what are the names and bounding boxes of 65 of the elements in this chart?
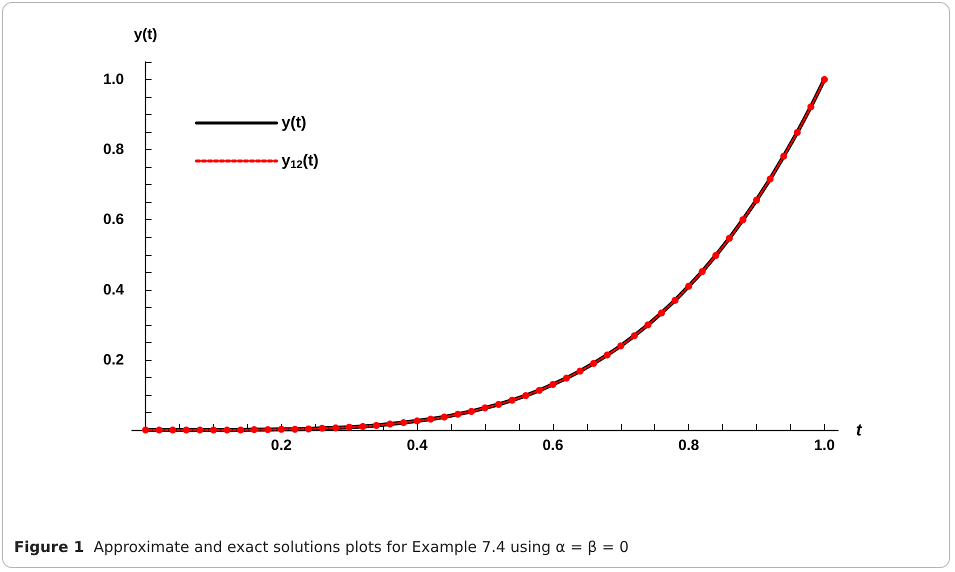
point xyxy=(576,368,584,375)
point xyxy=(658,309,665,316)
point xyxy=(522,392,530,400)
point xyxy=(549,380,556,388)
point xyxy=(414,417,421,424)
point xyxy=(372,422,380,429)
point xyxy=(482,404,488,412)
point xyxy=(182,426,190,434)
point xyxy=(468,408,475,415)
point xyxy=(142,426,150,434)
x-tick-label: 1.0 xyxy=(814,437,835,454)
point xyxy=(318,424,326,432)
point xyxy=(305,425,312,432)
point xyxy=(780,152,788,160)
point xyxy=(617,342,624,350)
x-tick-label: 0.2 xyxy=(270,437,292,454)
point xyxy=(685,282,692,290)
x-tick-label: 0.8 xyxy=(678,437,700,454)
point xyxy=(712,252,720,259)
point xyxy=(630,332,638,340)
y-tick-label: 0.6 xyxy=(103,211,124,228)
y-tick-label: 0.8 xyxy=(103,141,124,158)
point xyxy=(427,416,434,423)
point xyxy=(386,420,394,428)
point xyxy=(536,386,543,394)
point xyxy=(672,296,679,304)
point xyxy=(698,268,706,276)
point xyxy=(726,234,733,242)
point xyxy=(237,426,244,434)
point xyxy=(346,424,353,431)
point xyxy=(739,216,746,224)
point xyxy=(807,103,814,110)
point xyxy=(210,426,217,434)
caption: Figure 1 Approximate and exact solutions plots for Example 7.4 using α = β = 0 xyxy=(14,538,629,556)
point xyxy=(454,410,462,418)
point xyxy=(169,426,176,434)
point xyxy=(359,422,366,430)
x-tick-label: 0.4 xyxy=(406,437,428,454)
point xyxy=(291,426,298,433)
point xyxy=(156,426,163,434)
point xyxy=(753,196,760,204)
x-axis-title: t xyxy=(856,420,863,440)
point xyxy=(508,396,516,404)
point xyxy=(766,176,774,183)
point xyxy=(794,128,801,136)
point xyxy=(278,426,285,433)
point xyxy=(644,321,652,328)
point xyxy=(264,426,272,434)
point xyxy=(820,76,828,84)
point xyxy=(224,426,231,434)
point xyxy=(495,400,502,408)
legend-label: y(t) xyxy=(282,114,306,132)
y-axis-title: y(t) xyxy=(134,26,158,43)
x-tick-label: 0.6 xyxy=(542,437,564,454)
point xyxy=(400,419,408,426)
y-tick-label: 0.2 xyxy=(103,351,124,368)
point xyxy=(440,414,448,421)
point xyxy=(250,426,258,434)
y-tick-label: 0.4 xyxy=(103,281,125,298)
point xyxy=(562,374,570,382)
y-tick-label: 1.0 xyxy=(103,71,124,88)
point xyxy=(590,360,598,367)
point xyxy=(196,426,204,434)
point xyxy=(604,352,611,358)
point xyxy=(332,424,340,432)
